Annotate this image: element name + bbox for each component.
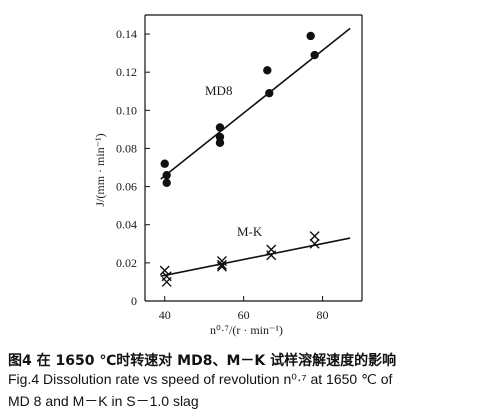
y-tick-label: 0.08: [116, 141, 137, 155]
data-point-mk: [216, 261, 227, 272]
y-ticks: 0 0.02 0.04 0.06 0.08 0.10 0.12 0.14: [116, 27, 150, 308]
data-point-mk: [216, 259, 227, 270]
y-tick-label: 0.06: [116, 180, 137, 194]
data-point-md8: [162, 170, 171, 180]
fit-line-mk: [160, 237, 351, 277]
caption-english-line2: MD 8 and M－K in S－1.0 slag: [8, 393, 199, 409]
y-tick-label: 0.14: [116, 27, 137, 41]
x-axis-label: n⁰·⁷/(r · min⁻¹): [210, 323, 283, 337]
data-point-md8: [310, 50, 319, 60]
data-point-md8: [215, 138, 225, 147]
y-tick-label: 0.02: [116, 256, 137, 270]
x-ticks: 40 60 80: [159, 296, 329, 322]
data-point-mk: [266, 250, 277, 261]
x-tick-label: 60: [238, 308, 250, 322]
caption-chinese: 图4 在 1650 ℃时转速对 MD8、M－K 试样溶解速度的影响: [8, 353, 397, 369]
plot-frame: [144, 14, 363, 302]
series-label-md8: MD8: [205, 83, 232, 98]
data-point-md8: [160, 159, 169, 168]
y-tick-label: 0.04: [116, 218, 137, 232]
data-point-md8: [215, 123, 225, 132]
data-point-mk: [159, 265, 170, 276]
data-point-md8: [306, 31, 315, 41]
series-md8: [160, 27, 351, 187]
chart: 0 0.02 0.04 0.06 0.08 0.10 0.12 0.14 40 60 80 MD8…: [93, 14, 363, 337]
data-point-md8: [265, 88, 274, 98]
x-tick-label: 40: [159, 308, 171, 322]
y-tick-label: 0: [131, 294, 137, 308]
data-point-mk: [309, 231, 320, 242]
caption-english-line1: Fig.4 Dissolution rate vs speed of revol…: [8, 371, 393, 387]
data-point-mk: [309, 238, 320, 249]
x-tick-label: 80: [317, 308, 329, 322]
y-tick-label: 0.10: [116, 103, 137, 117]
fit-line-md8: [160, 27, 351, 180]
y-axis-label: J/(mm · min⁻¹): [93, 133, 107, 206]
data-point-md8: [263, 66, 272, 75]
series-layer: [159, 27, 351, 287]
series-label-mk: M-K: [237, 224, 263, 239]
series-mk: [159, 231, 351, 287]
data-point-md8: [162, 178, 171, 187]
y-tick-label: 0.12: [116, 65, 137, 79]
data-point-mk: [161, 276, 172, 287]
